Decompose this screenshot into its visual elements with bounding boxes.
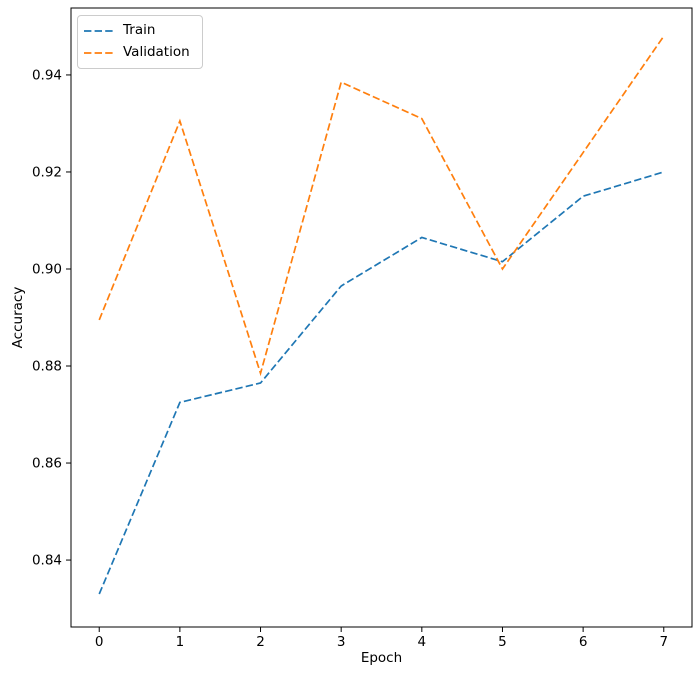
- legend-label-validation: Validation: [123, 44, 190, 61]
- x-tick-label: 1: [176, 634, 185, 650]
- y-tick-label: 0.92: [32, 164, 62, 180]
- legend: Train Validation: [77, 15, 203, 69]
- x-tick-label: 7: [659, 634, 668, 650]
- y-tick-label: 0.86: [32, 456, 62, 472]
- train-line: [98, 171, 665, 595]
- x-tick-label: 6: [579, 634, 588, 650]
- x-tick-label: 3: [337, 634, 346, 650]
- legend-label-train: Train: [123, 22, 156, 39]
- legend-item-train: Train: [84, 21, 196, 41]
- y-tick-label: 0.84: [32, 553, 62, 569]
- x-axis-label: Epoch: [361, 650, 402, 666]
- x-tick-label: 0: [95, 634, 104, 650]
- y-axis-label: Accuracy: [10, 287, 26, 349]
- x-tick-label: 4: [418, 634, 427, 650]
- y-tick-label: 0.94: [32, 67, 62, 83]
- train-line-sample-icon: [84, 30, 114, 32]
- validation-line: [98, 35, 665, 377]
- x-tick-label: 2: [256, 634, 265, 650]
- legend-item-validation: Validation: [84, 43, 196, 63]
- y-tick-label: 0.90: [32, 261, 62, 277]
- x-tick-label: 5: [498, 634, 507, 650]
- y-tick-label: 0.88: [32, 359, 62, 375]
- validation-line-sample-icon: [84, 52, 114, 54]
- axes-spines: [70, 7, 693, 628]
